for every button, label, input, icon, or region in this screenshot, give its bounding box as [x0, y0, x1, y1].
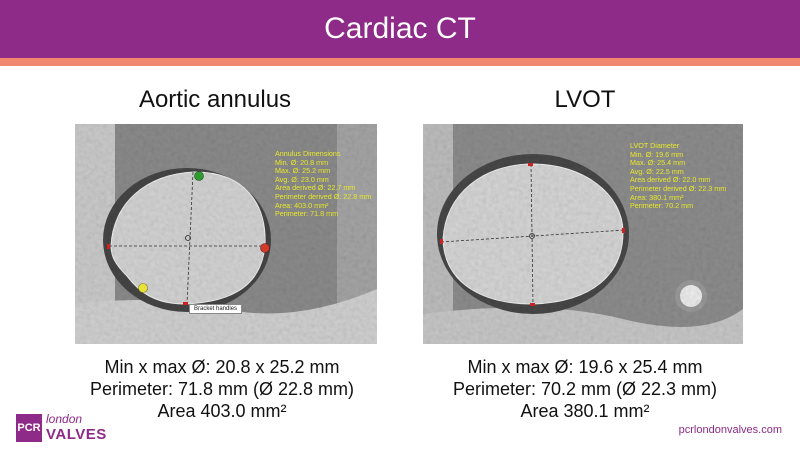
pcr-logo-mark: PCR — [16, 414, 42, 442]
logo-london-text: london — [46, 412, 83, 426]
yellow-handle — [138, 283, 148, 293]
logo-valves-text: VALVES — [46, 426, 107, 443]
overlay-line: Perimeter: 70.2 mm — [630, 201, 694, 211]
red-handle — [260, 243, 270, 253]
overlay-line: Max. Ø: 25.4 mm — [630, 158, 686, 168]
lvot-title: LVOT — [554, 86, 616, 113]
aortic-annulus-title: Aortic annulus — [138, 86, 292, 113]
overlay-line: Perimeter derived Ø: 22.3 mm — [630, 183, 727, 193]
lvot-ct-graphic — [423, 124, 743, 344]
overlay-line: Max. Ø: 25.2 mm — [275, 166, 331, 176]
overlay-line: Area derived Ø: 22.0 mm — [630, 175, 711, 185]
aortic-annulus-stats: Min x max Ø: 20.8 x 25.2 mm Perimeter: 7… — [42, 356, 402, 422]
aortic-annulus-ct-image: Annulus Dimensions Min. Ø: 20.8 mm Max. … — [75, 124, 377, 344]
green-handle — [194, 171, 204, 181]
stat-area: Area 380.1 mm² — [520, 401, 650, 421]
overlay-line: Area: 380.1 mm² — [630, 192, 684, 202]
website-url: pcrlondonvalves.com — [678, 424, 782, 436]
slide-title: Cardiac CT — [324, 12, 476, 45]
overlay-line: Avg. Ø: 22.5 mm — [630, 166, 684, 176]
stat-min-max: Min x max Ø: 19.6 x 25.4 mm — [467, 357, 703, 377]
lvot-stats: Min x max Ø: 19.6 x 25.4 mm Perimeter: 7… — [405, 356, 765, 422]
overlay-line: LVOT Diameter — [630, 141, 680, 150]
stat-perimeter: Perimeter: 70.2 mm (Ø 22.3 mm) — [452, 379, 718, 399]
stat-area: Area 403.0 mm² — [157, 401, 287, 421]
overlay-line: Min. Ø: 20.8 mm — [275, 157, 329, 167]
lvot-diameter-overlay: LVOT Diameter Min. Ø: 19.6 mm Max. Ø: 25… — [630, 141, 727, 211]
overlay-line: Perimeter: 71.8 mm — [275, 209, 339, 219]
bracket-handles-tooltip: Bracket handles — [189, 304, 243, 314]
annulus-ct-graphic — [75, 124, 377, 344]
overlay-line: Annulus Dimensions — [275, 149, 341, 158]
header-stripe — [0, 58, 800, 66]
slide-header: Cardiac CT — [0, 0, 800, 58]
overlay-line: Area: 403.0 mm² — [275, 200, 329, 210]
overlay-line: Perimeter derived Ø: 22.8 mm — [275, 191, 372, 201]
stat-min-max: Min x max Ø: 20.8 x 25.2 mm — [104, 357, 340, 377]
annulus-dimensions-overlay: Annulus Dimensions Min. Ø: 20.8 mm Max. … — [275, 149, 372, 219]
overlay-line: Avg. Ø: 23.0 mm — [275, 174, 329, 184]
overlay-line: Min. Ø: 19.6 mm — [630, 149, 684, 159]
stat-perimeter: Perimeter: 71.8 mm (Ø 22.8 mm) — [89, 379, 355, 399]
lvot-ct-image: LVOT Diameter Min. Ø: 19.6 mm Max. Ø: 25… — [423, 124, 743, 344]
overlay-line: Area derived Ø: 22.7 mm — [275, 183, 356, 193]
